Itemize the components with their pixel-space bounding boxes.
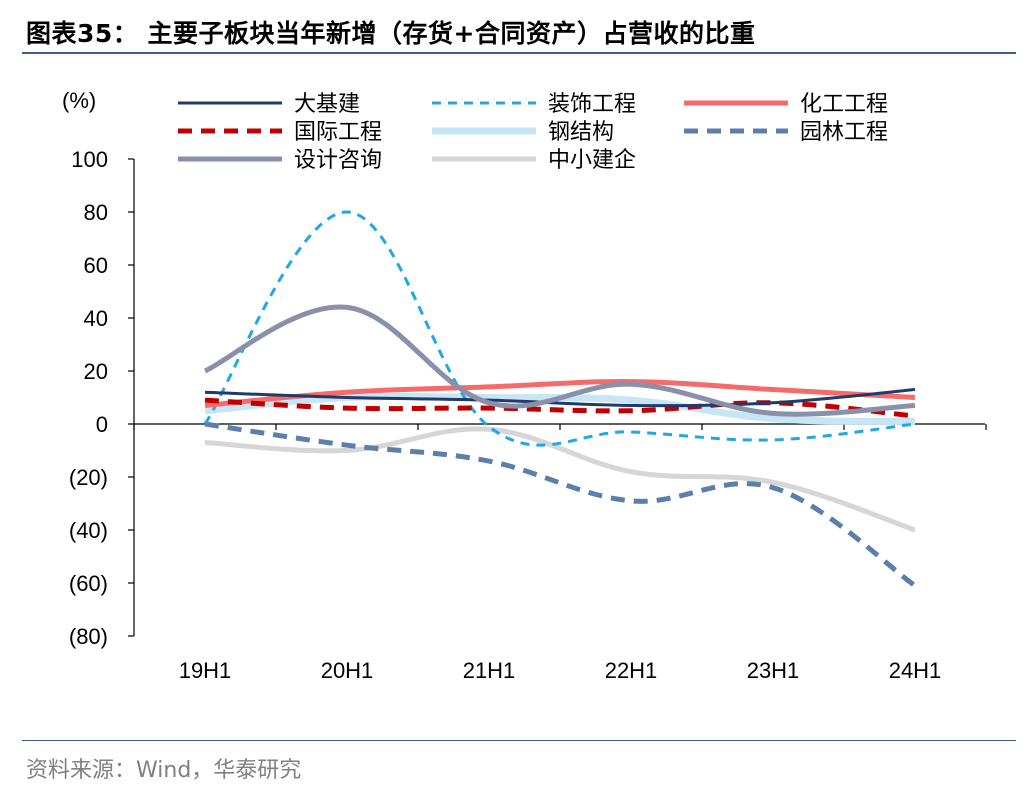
y-tick-label: 100 bbox=[71, 147, 108, 172]
x-tick-label: 24H1 bbox=[889, 658, 942, 683]
x-tick-label: 19H1 bbox=[179, 658, 232, 683]
legend-label: 国际工程 bbox=[294, 120, 382, 145]
x-tick-label: 23H1 bbox=[747, 658, 800, 683]
series-line-园林工程 bbox=[204, 421, 917, 588]
legend-label: 中小建企 bbox=[548, 148, 636, 173]
y-tick-label: 20 bbox=[84, 359, 108, 384]
legend-label: 化工工程 bbox=[800, 92, 888, 117]
x-tick-label: 21H1 bbox=[463, 658, 516, 683]
series-line-装饰工程 bbox=[203, 210, 916, 447]
x-tick-label: 22H1 bbox=[605, 658, 658, 683]
y-tick-label: (60) bbox=[69, 571, 108, 596]
y-tick-label: (40) bbox=[69, 518, 108, 543]
y-tick-label: 0 bbox=[96, 412, 108, 437]
chart-title: 图表35： 主要子板块当年新增（存货+合同资产）占营收的比重 bbox=[26, 19, 756, 48]
chart-axes: 100 80 60 40 20 0 (20) (40) (60) (80) 19H1 20H1 21H1… bbox=[69, 147, 987, 683]
x-tick-label: 20H1 bbox=[321, 658, 374, 683]
y-tick-label: 60 bbox=[84, 253, 108, 278]
series-line-国际工程 bbox=[204, 397, 916, 419]
plot-area bbox=[203, 210, 917, 588]
y-tick-label: 40 bbox=[84, 306, 108, 331]
y-tick-label: (20) bbox=[69, 465, 108, 490]
series-line-设计咨询 bbox=[203, 304, 916, 417]
legend-label: 钢结构 bbox=[548, 120, 614, 145]
legend-label: 大基建 bbox=[294, 92, 360, 117]
legend-label: 设计咨询 bbox=[294, 148, 382, 173]
series-line-大基建 bbox=[204, 388, 916, 408]
y-tick-label: 80 bbox=[84, 200, 108, 225]
line-chart: 100 80 60 40 20 0 (20) (40) (60) (80) 19H1 20H1 21H1… bbox=[62, 88, 987, 683]
footer-divider bbox=[22, 740, 1016, 741]
title-divider bbox=[22, 52, 1016, 54]
series-line-中小建企 bbox=[204, 426, 916, 533]
y-tick-label: (80) bbox=[69, 624, 108, 649]
y-axis-unit: (%) bbox=[62, 88, 96, 113]
source-note: 资料来源：Wind，华泰研究 bbox=[26, 758, 302, 783]
legend-label: 装饰工程 bbox=[548, 92, 636, 117]
series-line-化工工程 bbox=[204, 379, 916, 408]
legend-label: 园林工程 bbox=[800, 120, 888, 145]
